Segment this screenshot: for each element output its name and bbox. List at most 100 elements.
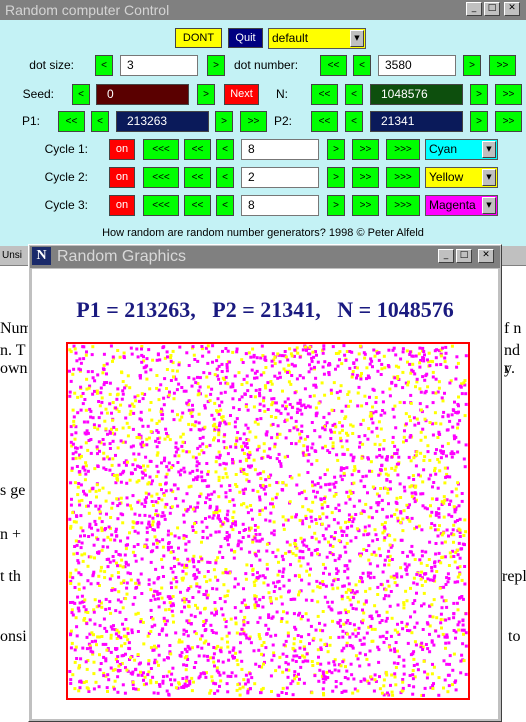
plot-dot (281, 570, 285, 574)
next-button[interactable]: Next (224, 84, 259, 105)
dont-button[interactable]: DONT (175, 28, 222, 48)
preset-select[interactable]: default ▼ (268, 28, 366, 49)
plot-dot (180, 685, 184, 689)
cycle-2-input[interactable]: 2 (241, 167, 319, 188)
plot-dot (365, 631, 369, 635)
cycle-1-dec1-button[interactable]: < (216, 139, 234, 160)
dot-number-increase-big-button[interactable]: >> (489, 55, 516, 76)
cycle-2-color-select[interactable]: Yellow ▼ (425, 167, 498, 188)
plot-dot (126, 571, 130, 575)
seed-increase-button[interactable]: > (197, 84, 215, 105)
close-button[interactable]: ✕ (504, 2, 520, 16)
dot-number-decrease-button[interactable]: < (353, 55, 371, 76)
cycle-3-dec2-button[interactable]: << (184, 195, 211, 216)
plot-dot (383, 558, 387, 562)
cycle-2-dec3-button[interactable]: <<< (143, 167, 179, 188)
dot-number-decrease-big-button[interactable]: << (320, 55, 347, 76)
p2-increase-big-button[interactable]: >> (495, 111, 522, 132)
p1-field[interactable]: 213263 (116, 111, 209, 132)
p2-increase-button[interactable]: > (470, 111, 488, 132)
plot-dot (228, 650, 232, 654)
seed-field[interactable]: 0 (96, 84, 189, 105)
plot-dot (245, 381, 249, 385)
p2-decrease-big-button[interactable]: << (311, 111, 338, 132)
cycle-2-dec1-button[interactable]: < (216, 167, 234, 188)
cycle-3-dec1-button[interactable]: < (216, 195, 234, 216)
plot-dot (97, 685, 101, 689)
cycle-1-inc3-button[interactable]: >>> (386, 139, 420, 160)
n-field[interactable]: 1048576 (370, 84, 463, 105)
cycle-2-toggle-button[interactable]: on (109, 167, 135, 188)
n-increase-big-button[interactable]: >> (495, 84, 522, 105)
plot-dot (305, 348, 308, 352)
dot-size-increase-button[interactable]: > (207, 55, 225, 76)
cycle-2-dec2-button[interactable]: << (184, 167, 211, 188)
graphics-window-titlebar[interactable]: Random Graphics (30, 246, 500, 268)
cycle-1-input[interactable]: 8 (241, 139, 319, 160)
cycle-1-inc2-button[interactable]: >> (352, 139, 379, 160)
p2-field[interactable]: 21341 (370, 111, 463, 132)
plot-dot (366, 437, 370, 441)
cycle-1-dec3-button[interactable]: <<< (143, 139, 179, 160)
maximize-button[interactable]: □ (456, 249, 472, 263)
p1-decrease-big-button[interactable]: << (58, 111, 85, 132)
cycle-1-toggle-button[interactable]: on (109, 139, 135, 160)
plot-dot (221, 660, 225, 664)
seed-decrease-button[interactable]: < (72, 84, 90, 105)
plot-dot (433, 411, 437, 415)
cycle-3-inc1-button[interactable]: > (327, 195, 345, 216)
n-increase-button[interactable]: > (470, 84, 488, 105)
n-decrease-button[interactable]: < (345, 84, 363, 105)
minimize-button[interactable]: _ (438, 249, 454, 263)
cycle-3-inc3-button[interactable]: >>> (386, 195, 420, 216)
cycle-2-inc3-button[interactable]: >>> (386, 167, 420, 188)
plot-dot (113, 668, 117, 672)
maximize-button[interactable]: □ (484, 2, 500, 16)
p1-increase-button[interactable]: > (215, 111, 233, 132)
plot-dot (315, 548, 319, 551)
plot-dot (431, 375, 435, 379)
plot-dot (193, 358, 197, 361)
cycle-3-inc2-button[interactable]: >> (352, 195, 379, 216)
plot-dot (244, 423, 248, 427)
plot-dot (328, 636, 332, 640)
p1-increase-big-button[interactable]: >> (240, 111, 267, 132)
plot-dot (126, 503, 130, 507)
close-button[interactable]: ✕ (478, 249, 494, 263)
plot-dot (198, 444, 202, 448)
cycle-1-dec2-button[interactable]: << (184, 139, 211, 160)
plot-dot (296, 401, 300, 405)
cycle-3-dec3-button[interactable]: <<< (143, 195, 179, 216)
plot-dot (374, 410, 378, 414)
plot-dot (357, 529, 361, 533)
cycle-3-color-select[interactable]: Magenta ▼ (425, 195, 498, 216)
plot-dot (431, 401, 435, 405)
cycle-3-toggle-button[interactable]: on (109, 195, 135, 216)
cycle-1-color-select[interactable]: Cyan ▼ (425, 139, 498, 160)
minimize-button[interactable]: _ (466, 2, 482, 16)
plot-dot (439, 348, 443, 352)
dot-number-increase-button[interactable]: > (463, 55, 481, 76)
quit-button[interactable]: Quit (228, 28, 263, 48)
n-decrease-big-button[interactable]: << (311, 84, 338, 105)
plot-dot (163, 619, 166, 623)
p2-decrease-button[interactable]: < (345, 111, 363, 132)
plot-dot (240, 659, 244, 663)
p1-decrease-button[interactable]: < (91, 111, 109, 132)
dot-size-input[interactable]: 3 (120, 55, 198, 76)
plot-dot (237, 539, 241, 543)
cycle-3-input[interactable]: 8 (241, 195, 319, 216)
plot-dot (102, 363, 106, 367)
plot-dot (340, 594, 344, 598)
cycle-1-inc1-button[interactable]: > (327, 139, 345, 160)
plot-dot (459, 671, 463, 675)
cycle-2-inc1-button[interactable]: > (327, 167, 345, 188)
plot-dot (88, 644, 92, 648)
cycle-2-inc2-button[interactable]: >> (352, 167, 379, 188)
dot-number-input[interactable]: 3580 (378, 55, 456, 76)
plot-dot (388, 534, 392, 538)
dot-size-decrease-button[interactable]: < (95, 55, 113, 76)
plot-dot (297, 613, 300, 617)
plot-dot (444, 345, 448, 349)
plot-dot (209, 533, 213, 537)
